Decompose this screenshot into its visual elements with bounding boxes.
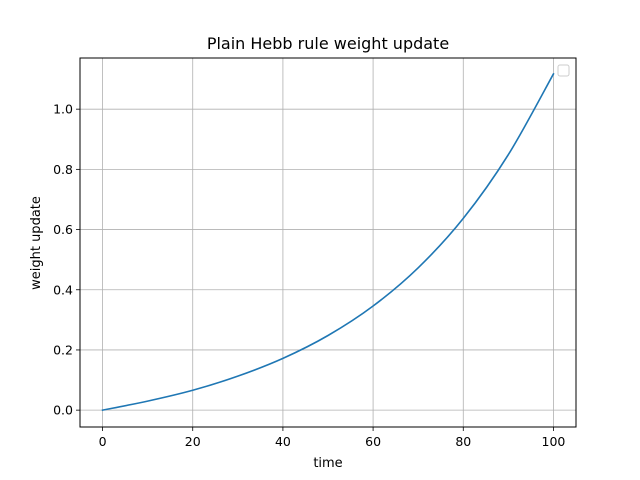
x-tick-label: 80 [455,434,471,449]
y-tick-label: 0.8 [53,162,73,177]
y-tick-label: 0.2 [53,342,73,357]
y-tick-label: 0.6 [53,222,73,237]
x-tick-label: 0 [99,434,107,449]
x-tick-label: 40 [275,434,291,449]
axis-ticks: 0 20 40 60 80 100 0.0 0.2 0.4 0.6 0.8 1.0 [53,102,565,449]
y-tick-label: 0.0 [53,403,73,418]
y-tick-label: 1.0 [53,102,73,117]
series-line [101,72,555,412]
legend-box [557,64,570,77]
chart-title: Plain Hebb rule weight update [207,34,449,53]
grid [80,58,576,427]
plot-area-frame [79,57,577,428]
x-tick-label: 60 [365,434,381,449]
y-tick-label: 0.4 [53,282,73,297]
y-axis-label: weight update [29,196,44,290]
x-axis-label: time [313,456,342,471]
x-tick-label: 20 [185,434,201,449]
x-tick-label: 100 [542,434,566,449]
